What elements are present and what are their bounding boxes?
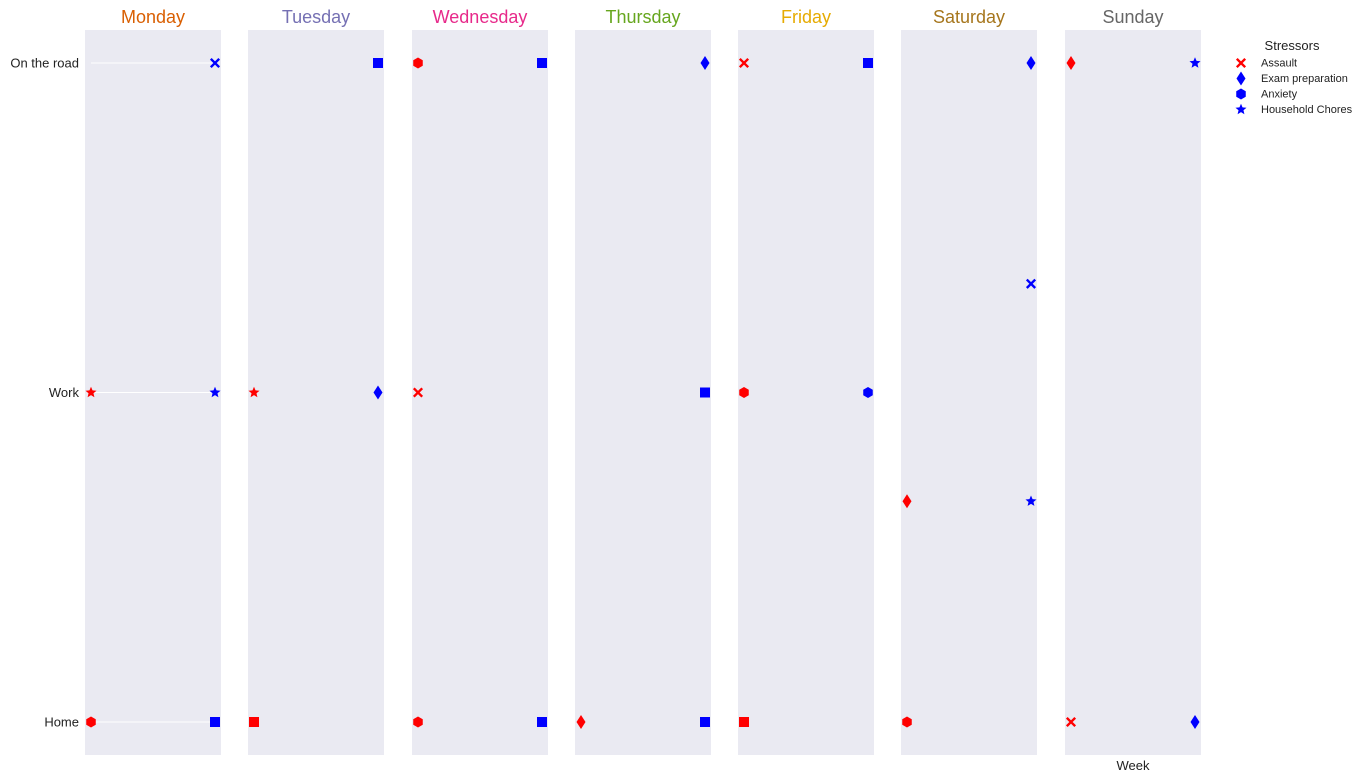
day-title: Saturday [933, 7, 1005, 27]
data-point-square [537, 58, 547, 68]
data-point-square [373, 58, 383, 68]
data-point-star [248, 386, 260, 398]
data-point-square [249, 717, 259, 727]
data-point-x [209, 57, 221, 69]
legend-marker-diamond [1236, 71, 1246, 86]
data-point-diamond [576, 715, 586, 729]
day-title: Friday [781, 7, 831, 27]
data-point-diamond [902, 494, 912, 509]
data-point-diamond [1026, 56, 1036, 70]
legend: Stressors Assault Exam preparation Anxiety H… [1235, 38, 1353, 116]
data-point-square [863, 58, 873, 68]
data-point-square [739, 717, 749, 727]
panel-tuesday: Tuesday [248, 7, 384, 755]
data-point-x [1065, 716, 1077, 728]
legend-marker-x [1235, 57, 1247, 69]
legend-entry-label: Assault [1261, 58, 1297, 70]
data-point-hexagon [902, 716, 912, 728]
panel-background [248, 30, 384, 755]
data-point-diamond [700, 56, 710, 70]
data-point-diamond [1066, 56, 1076, 70]
data-point-diamond [1190, 715, 1200, 729]
data-point-hexagon [413, 57, 423, 69]
data-point-square [537, 717, 547, 727]
legend-marker-hexagon [1236, 88, 1246, 100]
panel-background [738, 30, 874, 755]
day-title: Thursday [605, 7, 680, 27]
day-title: Sunday [1102, 7, 1163, 27]
y-tick-label: On the road [10, 56, 79, 71]
legend-marker-star [1235, 103, 1247, 115]
panel-saturday: Saturday [901, 7, 1037, 755]
y-tick-label: Home [44, 715, 79, 730]
data-point-x [412, 387, 424, 398]
data-point-star [85, 386, 97, 398]
data-point-star [1189, 57, 1201, 68]
x-axis-label: Week [1117, 758, 1150, 773]
panel-background [575, 30, 711, 755]
legend-entry-label: Exam preparation [1261, 73, 1348, 85]
day-title: Wednesday [433, 7, 528, 27]
data-point-square [700, 717, 710, 727]
day-title: Tuesday [282, 7, 350, 27]
panel-friday: Friday [738, 7, 874, 755]
legend-entry-label: Anxiety [1261, 89, 1298, 101]
panel-sunday: Sunday [1065, 7, 1201, 755]
data-point-star [1025, 495, 1037, 506]
data-point-hexagon [413, 716, 423, 728]
y-tick-label: Work [49, 385, 80, 400]
data-point-hexagon [86, 716, 96, 728]
data-point-square [700, 387, 710, 398]
panel-thursday: Thursday [575, 7, 711, 755]
panel-wednesday: Wednesday [412, 7, 548, 755]
panel-background [901, 30, 1037, 755]
legend-title: Stressors [1265, 38, 1320, 53]
data-point-square [210, 717, 220, 727]
legend-entry-label: Household Chores [1261, 104, 1353, 116]
data-point-hexagon [863, 387, 873, 398]
panel-background [412, 30, 548, 755]
day-title: Monday [121, 7, 185, 27]
data-point-diamond [373, 385, 383, 400]
data-point-star [209, 386, 221, 398]
data-point-x [1025, 278, 1037, 289]
panel-background [1065, 30, 1201, 755]
data-point-hexagon [739, 387, 749, 398]
panel-monday: Monday [85, 7, 221, 755]
data-point-x [738, 57, 750, 69]
